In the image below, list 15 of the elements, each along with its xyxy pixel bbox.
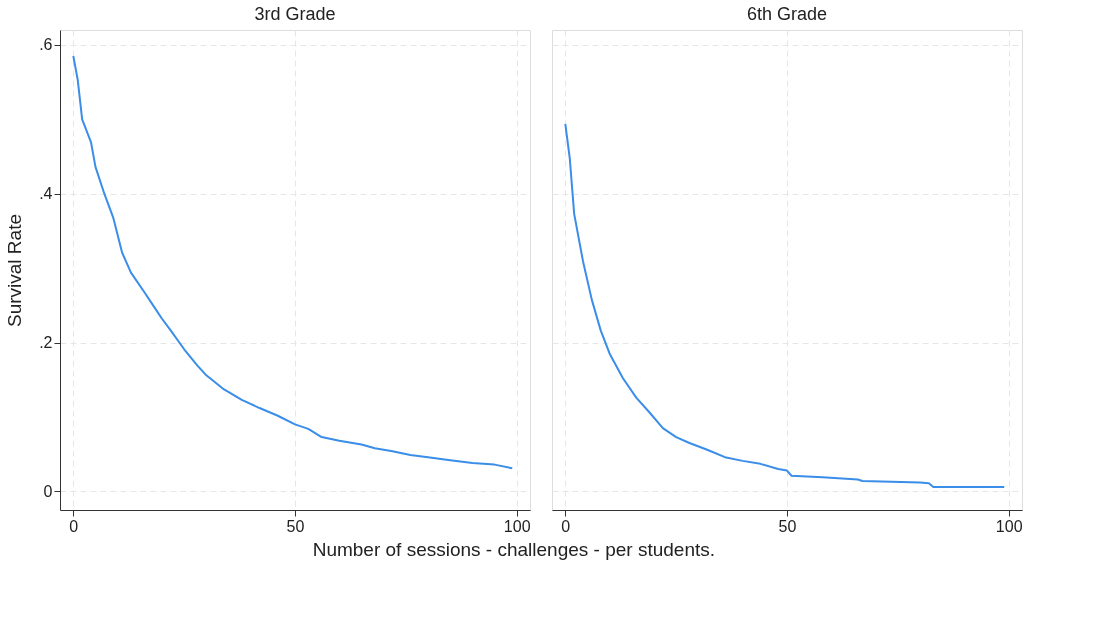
y-tick-label: 0 (43, 482, 53, 500)
x-tick-label: 50 (778, 517, 797, 535)
y-tick-label: .2 (39, 334, 53, 352)
chart-title: 3rd Grade (254, 4, 336, 24)
x-tick-label: 100 (995, 517, 1023, 535)
x-tick-label: 0 (69, 517, 79, 535)
x-tick-label: 0 (561, 517, 571, 535)
y-tick-label: .4 (39, 185, 53, 203)
y-tick-label: .6 (39, 36, 53, 54)
x-tick-label: 50 (286, 517, 305, 535)
x-axis-title: Number of sessions - challenges - per students. (312, 538, 716, 560)
chart-title: 6th Grade (746, 4, 828, 24)
y-axis-title: Survival Rate (4, 214, 26, 327)
line-series (72, 55, 514, 470)
x-tick-label: 100 (503, 517, 531, 535)
